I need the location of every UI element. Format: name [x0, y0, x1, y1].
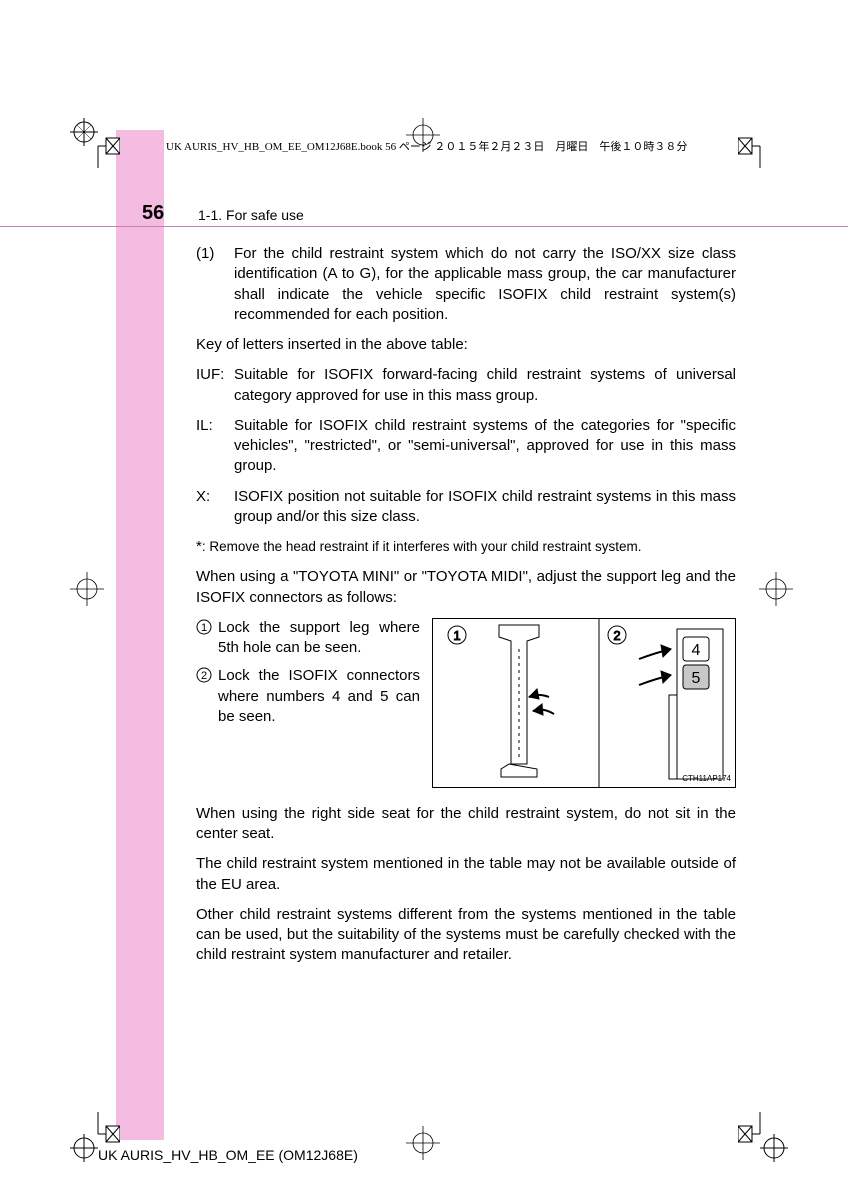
book-header-line: UK AURIS_HV_HB_OM_EE_OM12J68E.book 56 ペー… — [166, 138, 687, 154]
step-2-text: Lock the ISOFIX connectors where numbers… — [218, 666, 420, 727]
section-label: 1-1. For safe use — [198, 207, 304, 223]
crop-mark-tr — [738, 118, 788, 168]
x-text: ISOFIX position not suitable for ISOFIX … — [234, 487, 736, 528]
svg-text:1: 1 — [453, 628, 460, 643]
svg-text:5: 5 — [692, 670, 701, 687]
page-content: (1) For the child restraint system which… — [196, 244, 736, 976]
footnote-text: : Remove the head restraint if it interf… — [202, 539, 642, 554]
iuf-label: IUF: — [196, 365, 234, 406]
pink-sidebar — [116, 130, 164, 1140]
page-number: 56 — [142, 202, 164, 225]
key-iuf: IUF: Suitable for ISOFIX forward-facing … — [196, 365, 736, 406]
reg-target-left — [70, 572, 104, 606]
circle-2-icon: 2 — [196, 666, 218, 727]
reg-target-right — [759, 572, 793, 606]
step-1: 1 Lock the support leg where 5th hole ca… — [196, 618, 420, 659]
footnote: *: Remove the head restraint if it inter… — [196, 537, 736, 557]
svg-text:1: 1 — [201, 622, 207, 634]
numbered-item-1: (1) For the child restraint system which… — [196, 244, 736, 325]
item-1-text: For the child restraint system which do … — [234, 244, 736, 325]
svg-text:2: 2 — [201, 670, 207, 682]
isofix-diagram: 1 2 4 — [432, 618, 736, 788]
footer-text: UK AURIS_HV_HB_OM_EE (OM12J68E) — [98, 1147, 358, 1163]
reg-target-bottom — [406, 1126, 440, 1160]
diagram-id: CTH11AP174 — [682, 774, 731, 785]
para-other-systems: Other child restraint systems different … — [196, 905, 736, 966]
iuf-text: Suitable for ISOFIX forward-facing child… — [234, 365, 736, 406]
il-label: IL: — [196, 416, 234, 477]
toyota-para: When using a "TOYOTA MINI" or "TOYOTA MI… — [196, 567, 736, 608]
circle-1-icon: 1 — [196, 618, 218, 659]
il-text: Suitable for ISOFIX child restraint syst… — [234, 416, 736, 477]
para-eu-area: The child restraint system mentioned in … — [196, 854, 736, 895]
key-il: IL: Suitable for ISOFIX child restraint … — [196, 416, 736, 477]
item-1-label: (1) — [196, 244, 234, 325]
x-label: X: — [196, 487, 234, 528]
step-block: 1 Lock the support leg where 5th hole ca… — [196, 618, 736, 788]
step-2: 2 Lock the ISOFIX connectors where numbe… — [196, 666, 420, 727]
crop-mark-br — [738, 1112, 788, 1162]
header-rule — [0, 226, 848, 227]
svg-text:4: 4 — [692, 642, 701, 659]
crop-mark-tl — [70, 118, 120, 168]
step-1-text: Lock the support leg where 5th hole can … — [218, 618, 420, 659]
para-right-seat: When using the right side seat for the c… — [196, 804, 736, 845]
svg-text:2: 2 — [613, 628, 620, 643]
step-list: 1 Lock the support leg where 5th hole ca… — [196, 618, 432, 788]
key-x: X: ISOFIX position not suitable for ISOF… — [196, 487, 736, 528]
key-intro: Key of letters inserted in the above tab… — [196, 335, 736, 355]
